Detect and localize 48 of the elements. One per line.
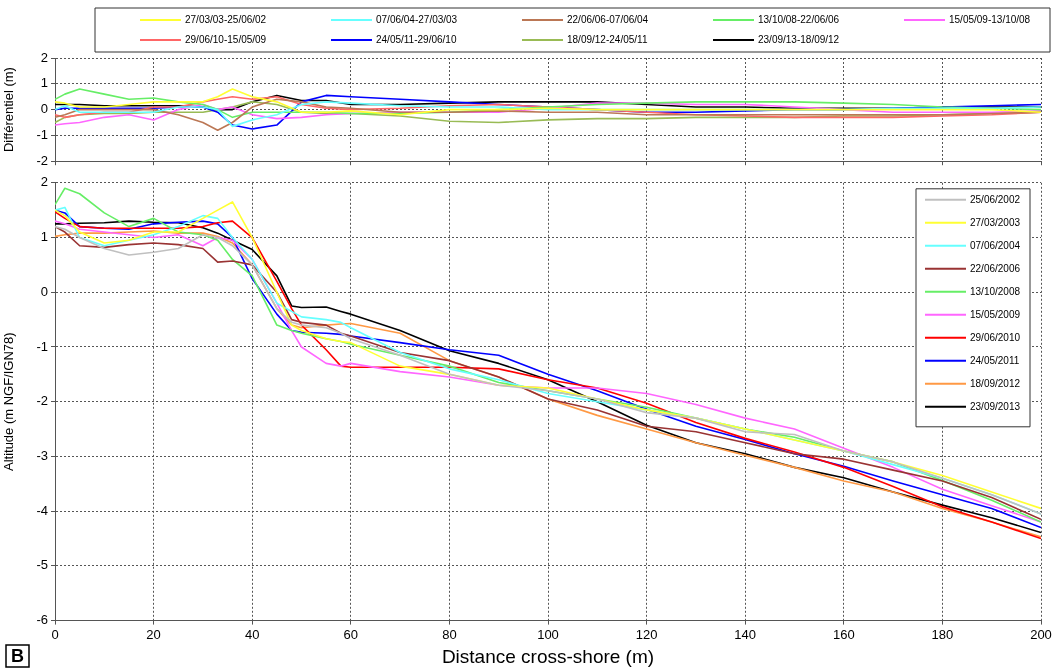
y-tick-label: 1: [40, 75, 48, 91]
legend-label: 22/06/2006: [970, 262, 1021, 274]
legend-label: 23/09/2013: [970, 400, 1021, 412]
x-tick-label: 40: [244, 626, 260, 642]
y-tick-label: 0: [40, 101, 48, 117]
legend-label: 15/05/2009: [970, 308, 1021, 320]
legend-label: 29/06/2010: [970, 331, 1021, 343]
y-tick-label: 2: [40, 49, 48, 65]
x-tick-label: 60: [343, 626, 359, 642]
x-tick-label: 80: [442, 626, 457, 642]
legend-label: 13/10/2008: [970, 285, 1021, 297]
x-axis-title: Distance cross-shore (m): [441, 645, 655, 667]
legend-label: 23/09/13-18/09/12: [758, 33, 840, 45]
y-tick-label: -5: [36, 557, 48, 573]
y-axis-title: Différentiel (m): [1, 67, 17, 153]
legend-label: 24/05/11-29/06/10: [376, 33, 457, 45]
y-tick-label: -3: [36, 448, 48, 463]
legend-label: 22/06/06-07/06/04: [567, 13, 649, 25]
legend-label: 15/05/09-13/10/08: [949, 13, 1031, 25]
legend-label: 13/10/08-22/06/06: [758, 13, 840, 25]
legend-label: 27/03/2003: [970, 216, 1021, 228]
x-tick-label: 200: [1030, 626, 1052, 642]
legend-label: 29/06/10-15/05/09: [185, 33, 267, 45]
legend-label: 25/06/2002: [970, 193, 1021, 205]
y-tick-label: -1: [36, 126, 48, 142]
y-tick-label: 0: [40, 283, 48, 299]
legend-label: 18/09/2012: [970, 377, 1021, 389]
legend-label: 07/06/2004: [970, 239, 1021, 251]
x-tick-label: 120: [635, 626, 658, 642]
y-tick-label: 1: [40, 229, 48, 245]
x-tick-label: 0: [51, 626, 59, 642]
x-tick-label: 180: [931, 626, 954, 642]
x-tick-label: 140: [734, 626, 757, 642]
x-tick-label: 160: [832, 626, 855, 642]
y-tick-label: -2: [36, 152, 48, 168]
x-tick-label: 100: [537, 626, 559, 642]
legend-label: 18/09/12-24/05/11: [567, 33, 648, 45]
text: B: [11, 645, 24, 666]
y-axis-title: Altitude (m NGF/IGN78): [1, 332, 17, 472]
y-tick-label: -2: [36, 393, 48, 409]
y-tick-label: -4: [36, 502, 48, 518]
y-tick-label: 2: [40, 174, 48, 190]
legend-label: 07/06/04-27/03/03: [376, 13, 458, 25]
x-tick-label: 20: [146, 626, 161, 642]
legend-label: 27/03/03-25/06/02: [185, 13, 267, 25]
y-tick-label: -1: [36, 338, 48, 354]
legend-label: 24/05/2011: [970, 354, 1020, 366]
y-tick-label: -6: [36, 612, 48, 628]
